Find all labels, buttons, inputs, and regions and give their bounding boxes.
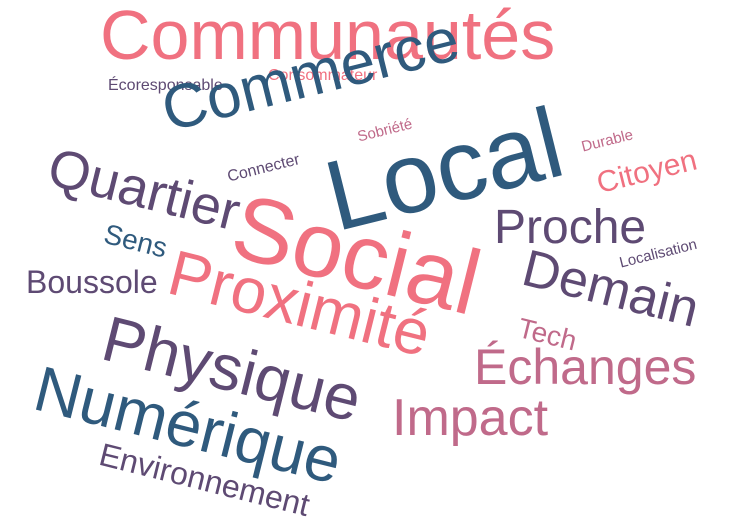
word-durable: Durable [579,126,635,156]
word-impact: Impact [392,389,549,447]
word-communautes: Communautés [100,0,556,74]
word-consommateur: Consommateur [268,67,378,84]
word-sens: Sens [100,218,171,264]
word-quartier: Quartier [42,137,247,243]
word-proche: Proche [494,201,647,254]
word-ecoresponsable: Écoresponsable [108,77,223,94]
word-echanges: Échanges [474,339,697,395]
word-citoyen: Citoyen [593,143,701,201]
word-boussole: Boussole [26,264,158,300]
